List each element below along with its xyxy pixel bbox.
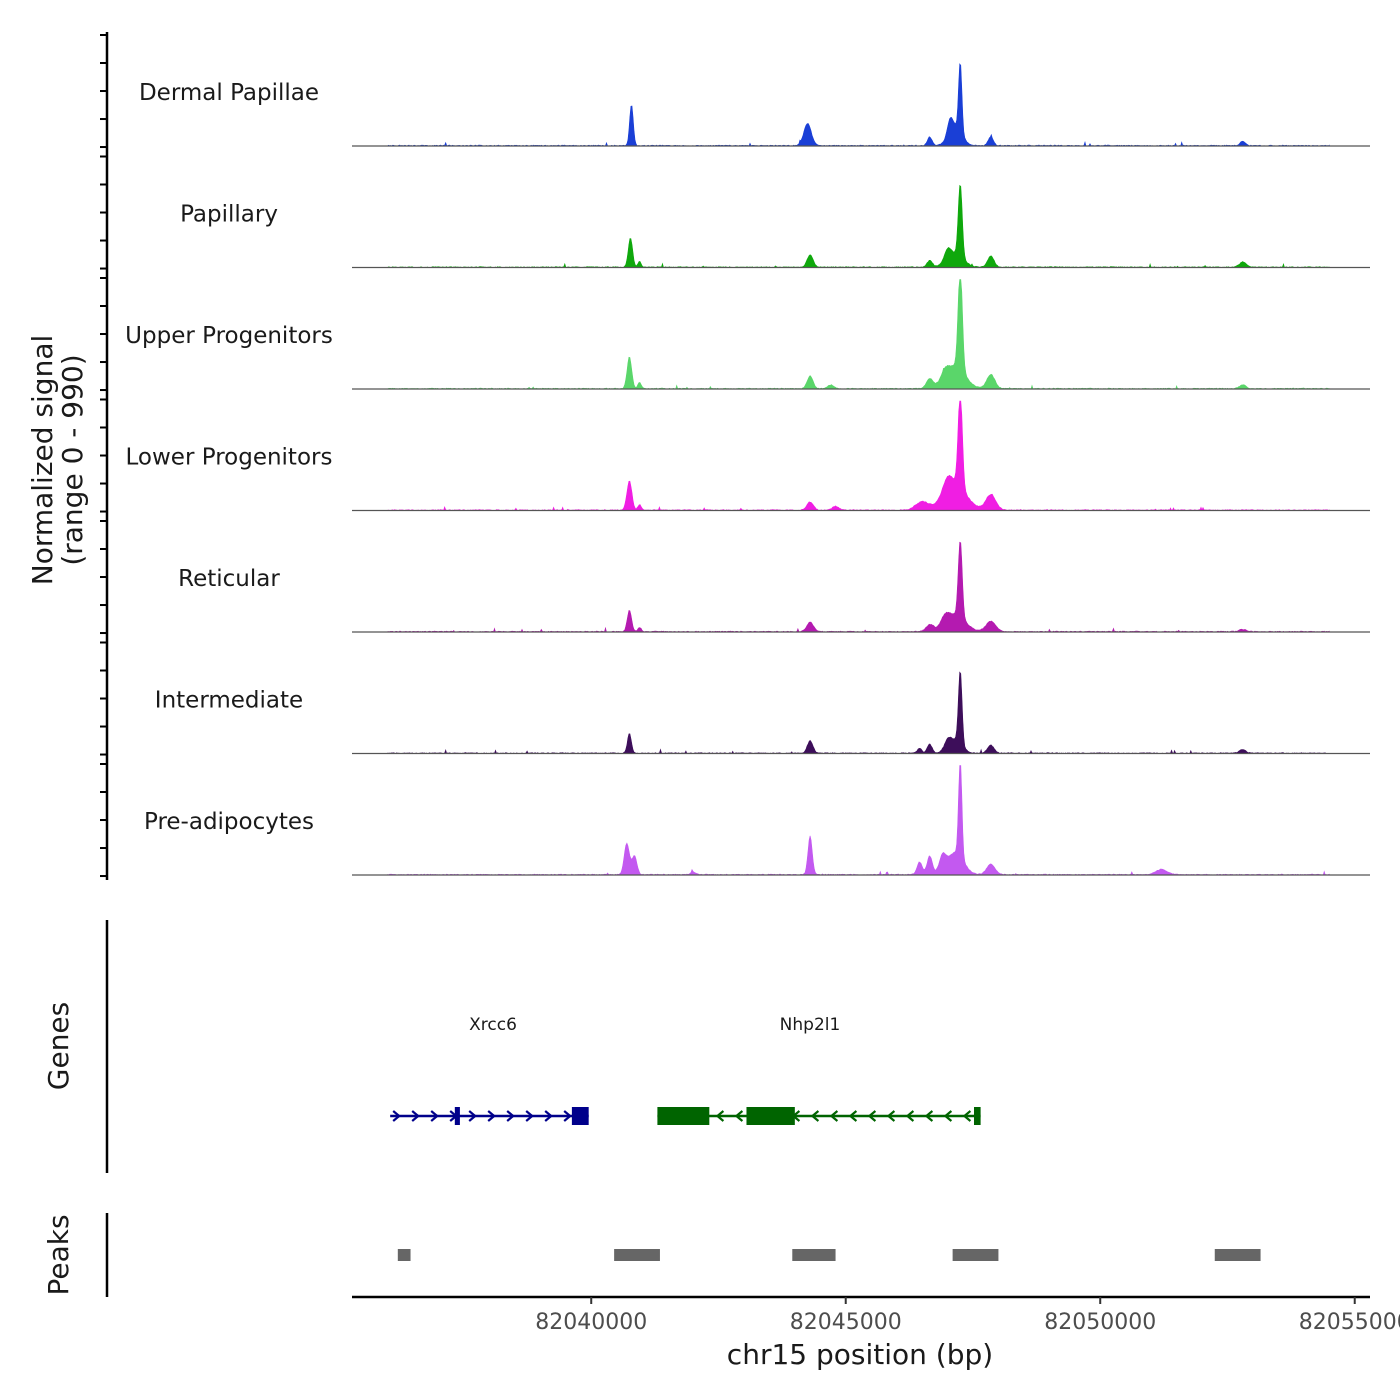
x-tick-label: 82055000 (1299, 1310, 1400, 1335)
signal-area (387, 671, 1330, 755)
peak-region (397, 1249, 411, 1261)
track-label: Lower Progenitors (126, 445, 333, 471)
gene-exon (454, 1107, 460, 1125)
peak-region (952, 1249, 999, 1261)
strand-arrow (829, 1110, 839, 1122)
track-intermediate: Intermediate (155, 671, 1370, 755)
signal-area (387, 400, 1330, 511)
strand-arrow (734, 1110, 744, 1122)
track-label: Pre-adipocytes (144, 809, 314, 835)
track-pre-adipocytes: Pre-adipocytes (144, 765, 1370, 876)
strand-arrow (715, 1110, 725, 1122)
gene-nhp2l1: Nhp2l1 (657, 1015, 981, 1125)
x-tick-label: 82040000 (535, 1310, 647, 1335)
strand-arrow (943, 1110, 953, 1122)
track-label: Intermediate (155, 688, 303, 714)
signal-area (387, 184, 1330, 268)
peak-region (1214, 1249, 1261, 1261)
peaks-panel (397, 1249, 1261, 1261)
strand-arrow (544, 1110, 553, 1122)
x-tick-label: 82045000 (790, 1310, 902, 1335)
strand-arrow (563, 1110, 572, 1122)
gene-exon (973, 1107, 981, 1125)
gene-exon (657, 1107, 710, 1125)
strand-arrow (905, 1110, 915, 1122)
signal-y-ticks (100, 34, 107, 878)
gene-exon (571, 1107, 589, 1125)
peaks-panel-label: Peaks (42, 1214, 75, 1295)
genes-panel-label: Genes (42, 1002, 75, 1090)
strand-arrow (392, 1110, 401, 1122)
strand-arrow (848, 1110, 858, 1122)
y-axis-title: Normalized signal (range 0 - 990) (26, 335, 89, 586)
strand-arrow (468, 1110, 477, 1122)
genes-panel: Xrcc6 Nhp2l1 (390, 1015, 981, 1125)
signal-area (387, 541, 1330, 633)
track-reticular: Reticular (178, 541, 1370, 633)
signal-area (387, 279, 1330, 390)
signal-area (387, 63, 1330, 147)
strand-arrow (487, 1110, 496, 1122)
x-axis-label: chr15 position (bp) (727, 1338, 993, 1371)
gene-label: Nhp2l1 (780, 1015, 841, 1035)
track-lower-progenitors: Lower Progenitors (126, 400, 1370, 512)
signal-area (387, 765, 1330, 876)
strand-arrow (962, 1110, 972, 1122)
y-axis-label: Normalized signal (26, 335, 59, 586)
strand-arrow (810, 1110, 820, 1122)
peak-region (792, 1249, 836, 1261)
strand-arrow (867, 1110, 877, 1122)
gene-exon (746, 1107, 795, 1125)
x-tick-label: 82050000 (1044, 1310, 1156, 1335)
strand-arrow (430, 1110, 439, 1122)
peak-region (614, 1249, 660, 1261)
strand-arrow (924, 1110, 934, 1122)
track-papillary: Papillary (180, 184, 1370, 269)
strand-arrow (525, 1110, 534, 1122)
track-upper-progenitors: Upper Progenitors (125, 279, 1370, 390)
signal-tracks: Dermal Papillae Papillary Upper Progenitor… (125, 63, 1370, 876)
x-axis-ticks: 82040000 82045000 82050000 82055000 (535, 1297, 1400, 1335)
strand-arrow (886, 1110, 896, 1122)
strand-arrow (411, 1110, 420, 1122)
track-label: Papillary (180, 202, 278, 228)
gene-label: Xrcc6 (469, 1015, 517, 1035)
strand-arrow (506, 1110, 515, 1122)
y-axis-range-label: (range 0 - 990) (56, 354, 89, 565)
track-dermal-papillae: Dermal Papillae (139, 63, 1370, 147)
track-label: Dermal Papillae (139, 80, 319, 106)
gene-xrcc6: Xrcc6 (390, 1015, 589, 1125)
track-label: Upper Progenitors (125, 323, 333, 349)
track-label: Reticular (178, 566, 280, 592)
